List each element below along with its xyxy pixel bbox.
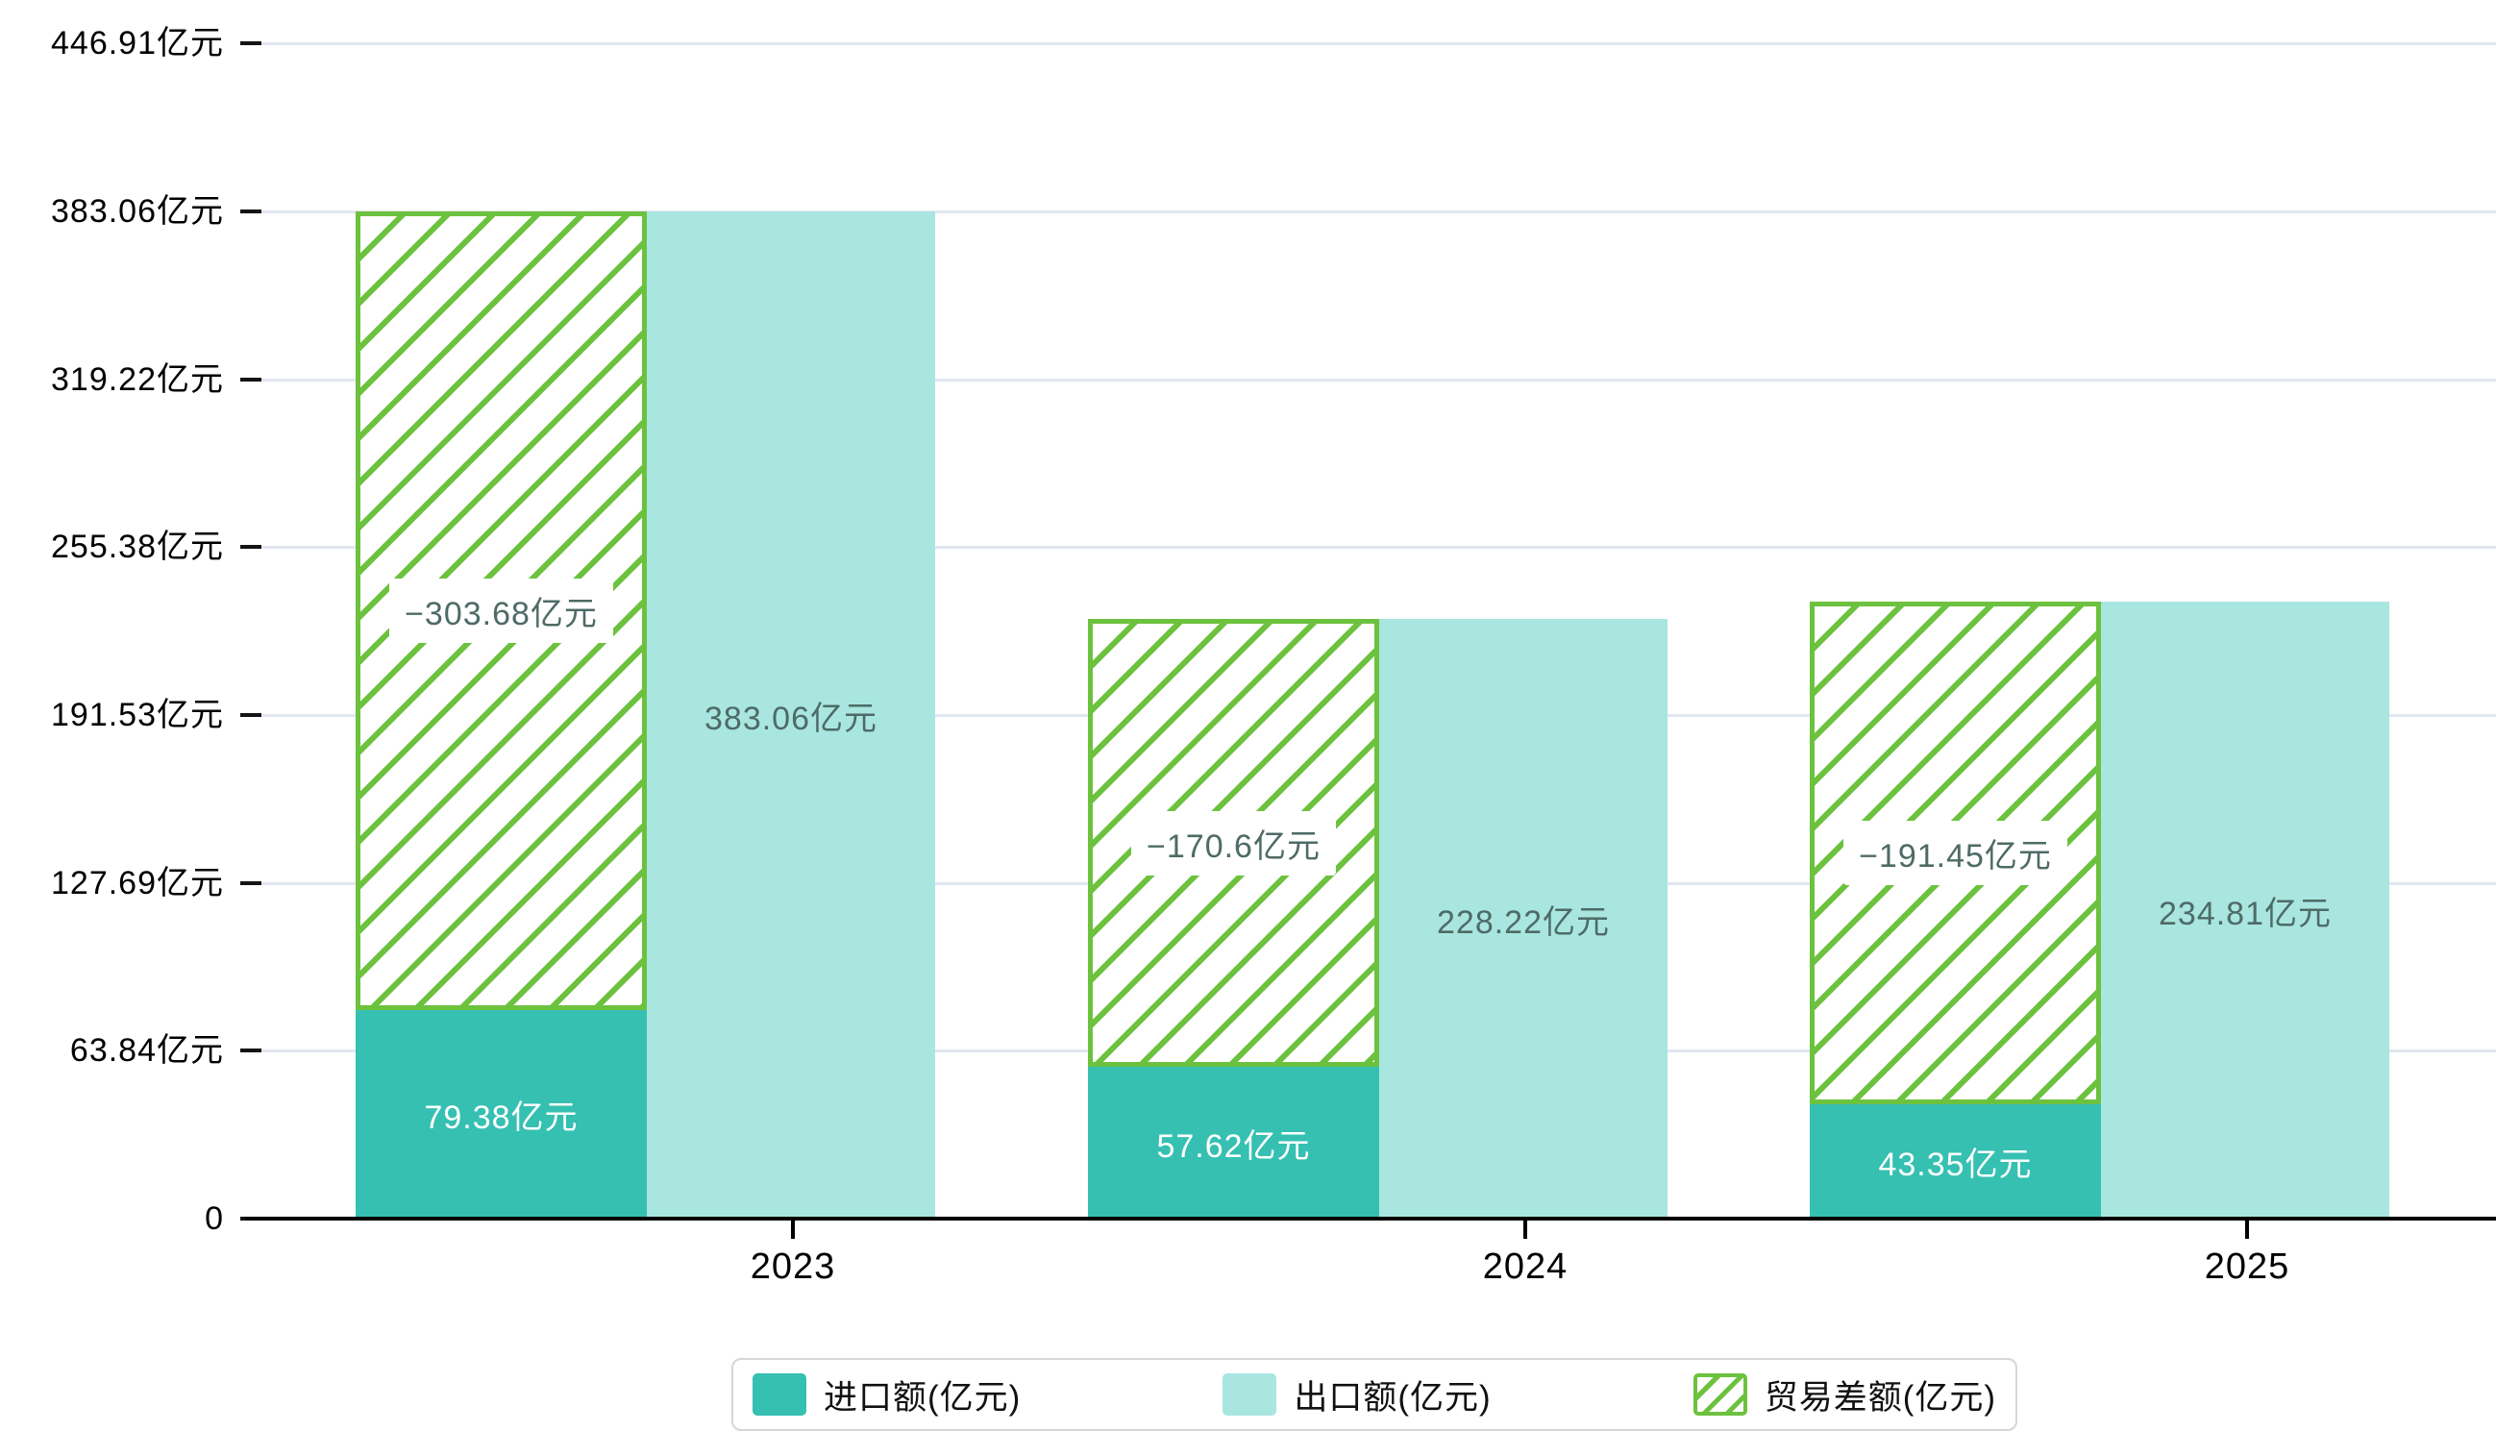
legend-swatch-import-icon bbox=[753, 1373, 806, 1416]
y-axis-label-2: 127.69亿元 bbox=[51, 865, 224, 901]
bar-trade-balance-2024[interactable]: −170.6亿元 bbox=[1088, 619, 1379, 1067]
trade-balance-value-2023: −303.68亿元 bbox=[389, 579, 613, 643]
y-axis-tick-2 bbox=[240, 881, 261, 885]
y-axis-tick-1 bbox=[240, 1049, 261, 1052]
legend-item-export[interactable]: 出口额(亿元) bbox=[1223, 1370, 1491, 1419]
import-value-2025: 43.35亿元 bbox=[1878, 1147, 2033, 1183]
x-axis-label-2025: 2025 bbox=[2204, 1246, 2290, 1287]
export-value-2024: 228.22亿元 bbox=[1437, 903, 1610, 941]
bar-import-2025[interactable]: 43.35亿元 bbox=[1810, 1104, 2101, 1219]
gridline-5 bbox=[261, 379, 2496, 382]
legend-label-trade-balance: 贸易差额(亿元) bbox=[1764, 1378, 1996, 1417]
trade-balance-value-2025: −191.45亿元 bbox=[1843, 821, 2067, 885]
legend-swatch-export-icon bbox=[1223, 1373, 1277, 1416]
x-axis-line bbox=[245, 1217, 2496, 1221]
bar-export-2025[interactable]: 234.81亿元 bbox=[2101, 602, 2389, 1219]
y-axis-tick-4 bbox=[240, 545, 261, 549]
x-axis-tick-2025 bbox=[2245, 1221, 2249, 1239]
import-value-2024: 57.62亿元 bbox=[1156, 1127, 1311, 1165]
legend-swatch-trade-balance-icon bbox=[1692, 1373, 1747, 1416]
trade-balance-value-2024: −170.6亿元 bbox=[1131, 810, 1336, 876]
y-axis-label-0: 0 bbox=[205, 1200, 224, 1237]
legend-item-import[interactable]: 进口额(亿元) bbox=[753, 1370, 1021, 1419]
gridline-7 bbox=[261, 42, 2496, 45]
x-axis-tick-2023 bbox=[791, 1221, 795, 1239]
y-axis-label-1: 63.84亿元 bbox=[69, 1032, 224, 1069]
y-axis-tick-3 bbox=[240, 713, 261, 717]
y-axis-label-6: 383.06亿元 bbox=[51, 193, 224, 230]
y-axis-tick-7 bbox=[240, 41, 261, 45]
y-axis-tick-5 bbox=[240, 378, 261, 382]
y-axis-label-5: 319.22亿元 bbox=[51, 361, 224, 398]
y-axis-label-4: 255.38亿元 bbox=[51, 529, 224, 565]
bar-import-2024[interactable]: 57.62亿元 bbox=[1088, 1067, 1379, 1219]
bar-export-2024[interactable]: 228.22亿元 bbox=[1379, 619, 1668, 1219]
legend-label-export: 出口额(亿元) bbox=[1294, 1378, 1492, 1417]
bar-trade-balance-2023[interactable]: −303.68亿元 bbox=[356, 211, 647, 1010]
gridline-4 bbox=[261, 546, 2496, 549]
legend-label-import: 进口额(亿元) bbox=[824, 1378, 1022, 1417]
export-value-2023: 383.06亿元 bbox=[704, 700, 877, 737]
y-axis-label-7: 446.91亿元 bbox=[51, 25, 224, 62]
x-axis-tick-2024 bbox=[1523, 1221, 1527, 1239]
gridline-6 bbox=[261, 210, 2496, 213]
bar-export-2023[interactable]: 383.06亿元 bbox=[647, 211, 935, 1219]
x-axis-label-2023: 2023 bbox=[750, 1246, 836, 1287]
export-value-2025: 234.81亿元 bbox=[2159, 895, 2332, 932]
bar-trade-balance-2025[interactable]: −191.45亿元 bbox=[1810, 602, 2101, 1104]
bar-import-2023[interactable]: 79.38亿元 bbox=[356, 1010, 647, 1219]
y-axis-tick-6 bbox=[240, 210, 261, 213]
import-value-2023: 79.38亿元 bbox=[424, 1099, 579, 1136]
legend: 进口额(亿元) 出口额(亿元) 贸易差额(亿元) bbox=[731, 1358, 2017, 1431]
y-axis-label-3: 191.53亿元 bbox=[51, 697, 224, 733]
legend-item-trade-balance[interactable]: 贸易差额(亿元) bbox=[1692, 1370, 1996, 1419]
x-axis-label-2024: 2024 bbox=[1482, 1246, 1569, 1287]
